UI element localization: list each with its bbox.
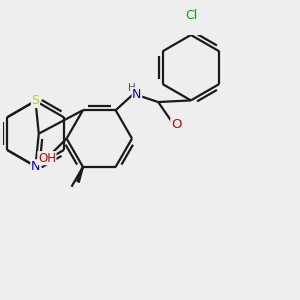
Text: S: S [32,94,40,107]
Text: H: H [128,83,136,93]
Text: O: O [171,118,181,131]
Text: Cl: Cl [185,9,197,22]
Text: N: N [132,88,142,101]
Text: N: N [31,160,40,173]
Text: OH: OH [38,152,56,165]
